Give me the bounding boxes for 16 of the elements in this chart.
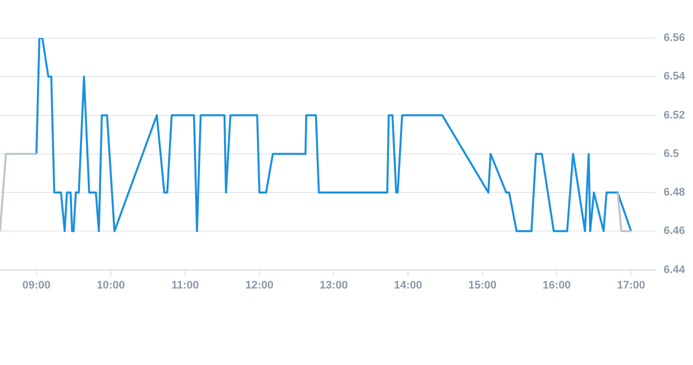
y-tick-label: 6.5 bbox=[664, 148, 679, 160]
x-tick-label: 10:00 bbox=[96, 279, 125, 292]
y-tick-label: 6.54 bbox=[664, 70, 686, 83]
x-tick-label: 13:00 bbox=[320, 279, 348, 292]
x-tick-label: 09:00 bbox=[22, 279, 50, 292]
y-tick-label: 6.48 bbox=[664, 186, 686, 199]
x-tick-label: 15:00 bbox=[468, 279, 496, 292]
x-tick-label: 11:00 bbox=[171, 279, 199, 292]
y-tick-label: 6.44 bbox=[664, 264, 686, 276]
x-tick-label: 12:00 bbox=[245, 279, 274, 292]
x-tick-label: 14:00 bbox=[394, 279, 422, 292]
x-tick-label: 16:00 bbox=[542, 279, 571, 292]
y-tick-label: 6.46 bbox=[664, 225, 686, 238]
y-tick-label: 6.56 bbox=[664, 32, 686, 44]
y-tick-label: 6.52 bbox=[664, 109, 686, 122]
x-tick-label: 17:00 bbox=[616, 279, 646, 292]
